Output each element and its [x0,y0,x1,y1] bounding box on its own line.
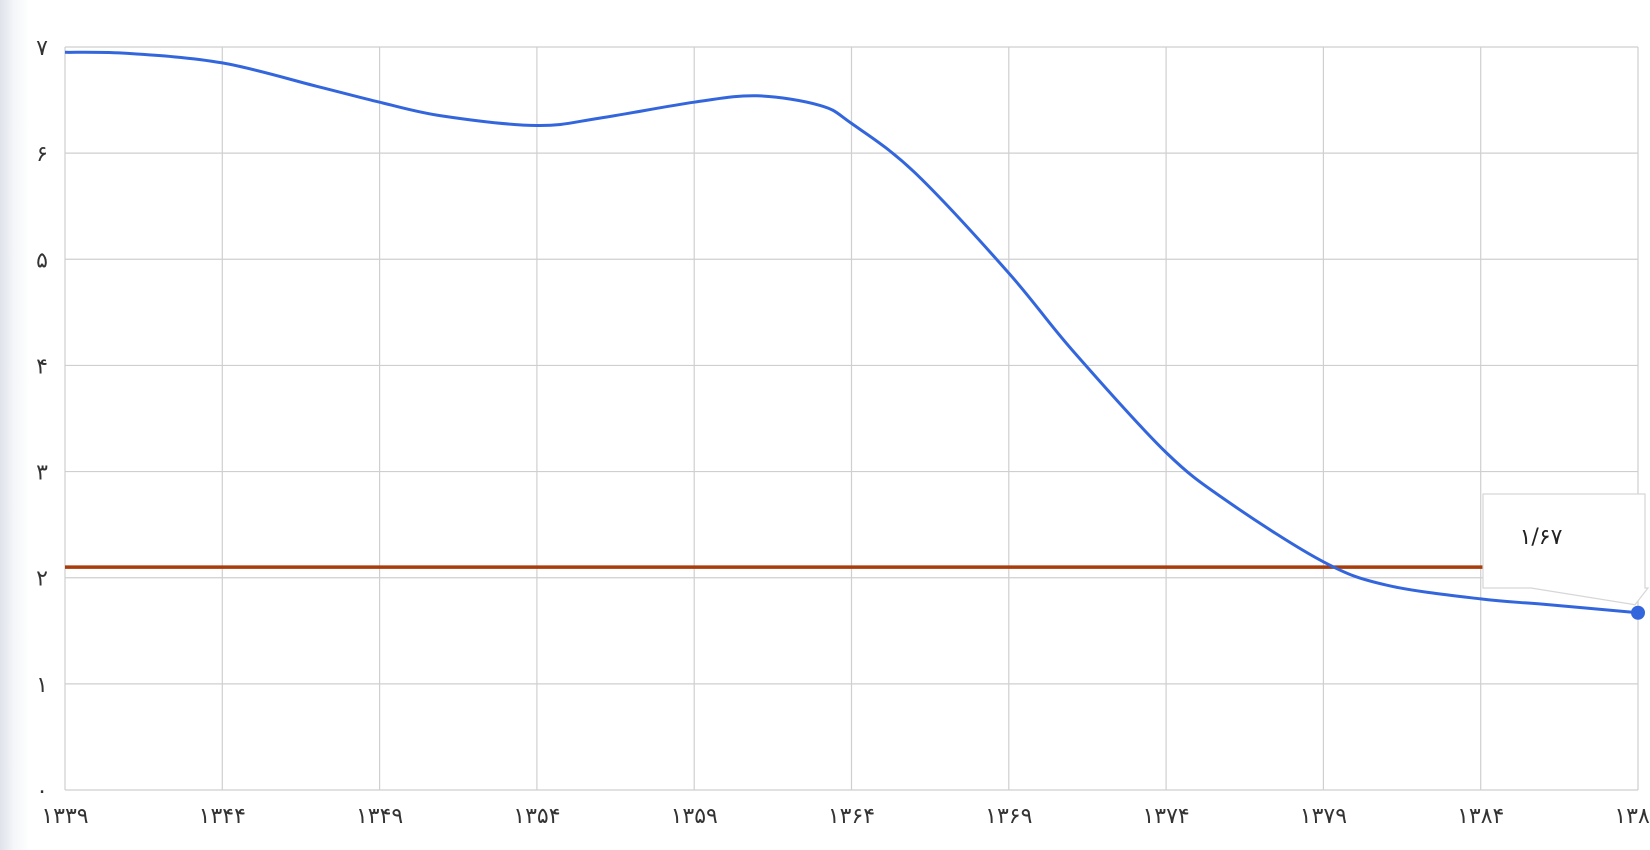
grid [64,46,1639,791]
callout-layer: ۱/۶۷ [1482,493,1650,620]
x-tick-label: ۱۳۶۹ [985,804,1032,829]
y-tick-label: ۶ [36,142,48,167]
y-tick-label: ۵ [36,248,48,273]
x-tick-label: ۱۳۴۹ [356,804,403,829]
y-tick-label: ۰ [36,779,48,804]
value-tooltip: ۱/۶۷ [1482,493,1650,606]
y-tick-label: ۱ [36,673,48,698]
series-line [64,50,1639,615]
x-tick-label: ۱۳۶۴ [828,804,875,829]
x-tick-label: ۱۳۷۹ [1300,804,1347,829]
series-layer [64,50,1639,615]
y-tick-label: ۷ [36,36,48,61]
x-tick-label: ۱۳۵۴ [513,804,560,829]
y-tick-label: ۲ [36,567,48,592]
x-tick-label: ۱۳۴۴ [199,804,246,829]
last-data-point[interactable] [1631,605,1645,620]
y-tick-label: ۳ [36,461,48,486]
x-tick-label: ۱۳۸۹ [1614,804,1650,829]
y-tick-label: ۴ [36,354,48,379]
x-tick-label: ۱۳۸۴ [1457,804,1504,829]
y-axis-ticks: ۰ ۱ ۲ ۳ ۴ ۵ ۶ ۷ [36,36,48,804]
x-tick-label: ۱۳۵۹ [671,804,718,829]
tooltip-box [1482,493,1650,606]
x-tick-label: ۱۳۳۹ [41,804,88,829]
tooltip-value: ۱/۶۷ [1520,525,1563,550]
x-axis-ticks: ۱۳۳۹ ۱۳۴۴ ۱۳۴۹ ۱۳۵۴ ۱۳۵۹ ۱۳۶۴ ۱۳۶۹ ۱۳۷۴ ۱۳۷۹ ۱۳۸۴… [41,804,1650,829]
x-tick-label: ۱۳۷۴ [1142,804,1189,829]
